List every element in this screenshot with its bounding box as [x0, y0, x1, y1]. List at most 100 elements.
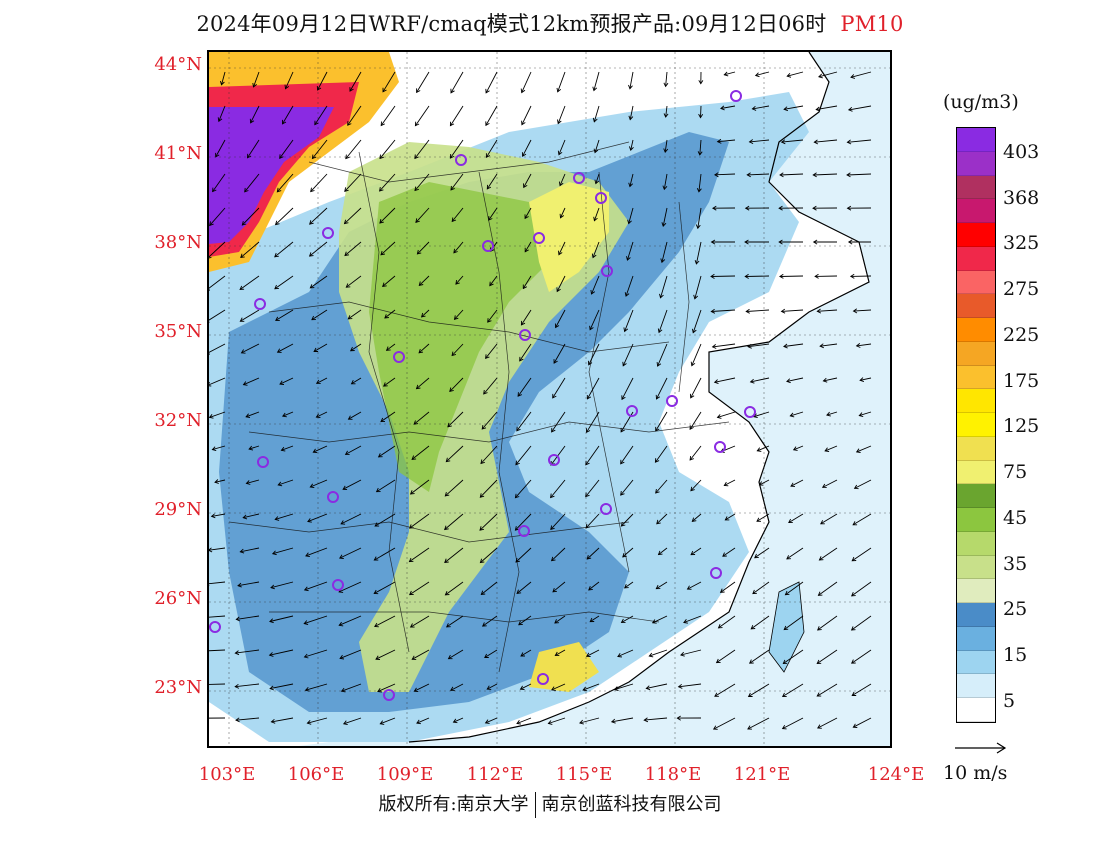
wind-vector-head — [340, 687, 346, 693]
wind-vector-head — [713, 379, 719, 385]
wind-vector — [212, 173, 226, 192]
wind-vector — [382, 71, 396, 93]
wind-vector — [710, 275, 736, 277]
wind-vector — [854, 479, 872, 489]
wind-vector — [375, 649, 396, 660]
wind-vector-head — [783, 343, 788, 349]
wind-vector — [557, 71, 566, 92]
wind-vector — [521, 71, 532, 93]
wind-vector — [309, 241, 328, 257]
wind-vector-head — [524, 214, 529, 220]
wind-vector — [279, 377, 294, 385]
wind-vector-head — [413, 420, 419, 425]
wind-vector-head — [451, 217, 457, 223]
wind-vector-head — [554, 651, 560, 657]
wind-vector-head — [489, 281, 494, 287]
wind-vector — [214, 479, 226, 483]
wind-vector — [624, 581, 634, 589]
lat-label: 38°N — [154, 232, 202, 253]
wind-vector — [349, 71, 362, 92]
wind-vector — [311, 309, 328, 321]
wind-vector — [665, 105, 668, 118]
wind-vector — [624, 309, 634, 332]
wind-vector — [304, 649, 328, 658]
wind-vector-head — [309, 284, 315, 289]
wind-vector-head — [413, 687, 419, 693]
wind-vector-head — [380, 250, 385, 256]
wind-vector — [521, 105, 532, 125]
wind-vector — [416, 377, 430, 390]
wind-vector — [479, 479, 498, 498]
wind-vector-head — [662, 185, 668, 191]
wind-vector-head — [276, 348, 282, 353]
wind-vector-head — [855, 343, 861, 348]
wind-vector — [522, 275, 532, 289]
wind-vector — [551, 411, 566, 433]
wind-vector — [281, 445, 294, 451]
wind-vector-head — [859, 377, 865, 383]
wind-vector-head — [748, 659, 754, 664]
wind-vector-head — [651, 619, 657, 624]
wind-vector — [409, 581, 430, 595]
wind-vector — [755, 71, 770, 76]
wind-vector-head — [815, 106, 821, 112]
wind-vector-head — [557, 150, 563, 156]
wind-vector — [248, 445, 260, 450]
wind-vector — [817, 309, 838, 312]
wind-vector — [662, 207, 668, 227]
wind-vector — [853, 309, 872, 312]
wind-vector-head — [792, 446, 798, 451]
wind-vector — [409, 547, 430, 562]
wind-vector — [445, 445, 464, 462]
wind-vector-head — [816, 659, 822, 664]
wind-vector-head — [591, 253, 597, 259]
wind-vector-head — [342, 720, 348, 726]
wind-vector-head — [409, 524, 414, 529]
wind-vector-head — [479, 526, 485, 531]
wind-vector — [421, 309, 430, 318]
wind-vector-head — [375, 655, 381, 660]
wind-vector — [646, 683, 668, 689]
lon-label: 124°E — [867, 764, 925, 785]
wind-vector — [782, 683, 804, 697]
wind-vector — [453, 717, 464, 723]
wind-vector-head — [416, 719, 421, 725]
wind-vector-head — [449, 121, 455, 127]
wind-vector — [379, 173, 396, 192]
wind-vector-head — [698, 80, 704, 85]
wind-vector-head — [345, 283, 351, 288]
color-bar-segment — [957, 318, 995, 342]
wind-vector — [746, 309, 770, 312]
city-marker — [393, 351, 405, 363]
wind-vector-head — [350, 379, 356, 385]
title-main: 2024年09月12日WRF/cmaq模式12km预报产品:09月12日06时 — [196, 12, 827, 36]
color-bar-label: 35 — [1003, 553, 1028, 575]
wind-vector — [655, 445, 668, 463]
wind-vector — [786, 377, 804, 382]
wind-vector — [711, 309, 736, 312]
wind-vector — [209, 683, 226, 685]
wind-vector — [585, 479, 600, 497]
wind-vector-head — [722, 552, 727, 557]
wind-vector-head — [745, 308, 750, 314]
wind-vector-head — [712, 725, 718, 730]
wind-vector — [344, 207, 362, 224]
wind-vector — [588, 581, 600, 591]
wind-vector-head — [211, 446, 217, 452]
wind-vector — [622, 547, 634, 558]
wind-vector-head — [585, 492, 590, 498]
wind-vector-head — [628, 115, 634, 121]
wind-vector — [373, 581, 396, 594]
wind-vector-head — [847, 106, 853, 112]
wind-vector — [787, 71, 804, 77]
city-marker — [209, 621, 221, 633]
lat-label: 26°N — [154, 588, 202, 609]
wind-vector-head — [558, 250, 563, 256]
wind-vector-head — [514, 526, 520, 531]
wind-vector — [415, 105, 430, 126]
color-bar-label: 175 — [1003, 370, 1040, 392]
wind-vector-head — [274, 220, 280, 226]
wind-vector-head — [817, 591, 823, 596]
wind-vector — [548, 717, 566, 724]
wind-vector-head — [853, 484, 859, 490]
